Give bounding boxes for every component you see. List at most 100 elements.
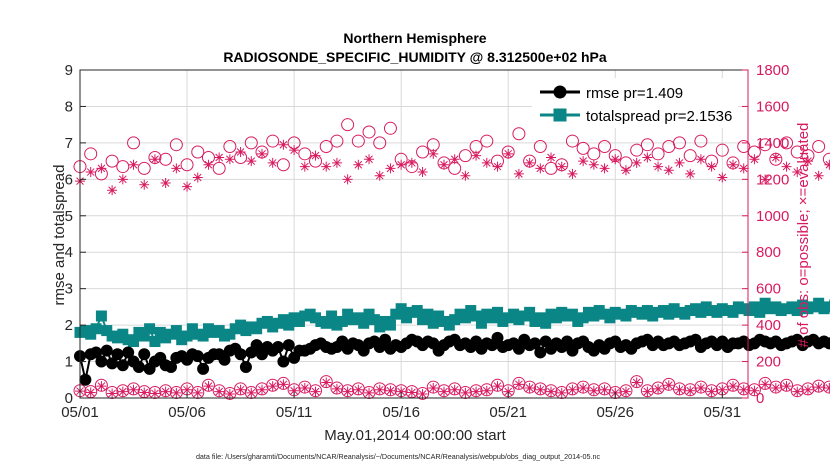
obs-evaluated-point xyxy=(653,384,663,394)
obs-evaluated-point xyxy=(535,163,545,173)
obs-evaluated-point xyxy=(546,152,556,162)
obs-possible-point xyxy=(588,148,600,160)
y2-tick-label: 200 xyxy=(756,354,781,371)
obs-evaluated-point xyxy=(396,160,406,170)
rmse-point xyxy=(80,374,91,385)
totalspread-point xyxy=(493,307,503,317)
obs-evaluated-point xyxy=(150,388,160,398)
obs-evaluated-point xyxy=(150,154,160,164)
obs-evaluated-point xyxy=(621,165,631,175)
obs-possible-point xyxy=(663,141,675,153)
y-tick-label: 7 xyxy=(65,135,73,152)
y-tick-label: 9 xyxy=(65,62,73,79)
totalspread-point xyxy=(755,307,765,317)
obs-possible-point xyxy=(577,142,589,154)
totalspread-point xyxy=(91,324,101,334)
obs-evaluated-point xyxy=(589,386,599,396)
obs-evaluated-point xyxy=(824,160,830,170)
rmse-point xyxy=(139,349,150,360)
obs-possible-point xyxy=(684,150,696,162)
obs-evaluated-point xyxy=(439,387,449,397)
obs-evaluated-point xyxy=(803,385,813,395)
obs-evaluated-point xyxy=(257,149,267,159)
y-tick-label: 8 xyxy=(65,98,73,115)
obs-evaluated-point xyxy=(525,383,535,393)
obs-evaluated-point xyxy=(707,162,717,172)
obs-evaluated-point xyxy=(161,178,171,188)
obs-evaluated-point xyxy=(139,388,149,398)
obs-evaluated-point xyxy=(332,384,342,394)
obs-possible-point xyxy=(813,141,825,153)
obs-evaluated-point xyxy=(460,388,470,398)
obs-evaluated-point xyxy=(814,382,824,392)
obs-evaluated-point xyxy=(118,174,128,184)
obs-evaluated-point xyxy=(814,171,824,181)
legend-spread-marker xyxy=(554,109,566,121)
obs-evaluated-point xyxy=(567,385,577,395)
y2-tick-label: 1400 xyxy=(756,135,789,152)
x-axis-label: May.01,2014 00:00:00 start xyxy=(324,427,506,444)
obs-evaluated-point xyxy=(707,387,717,397)
obs-possible-point xyxy=(481,135,493,147)
obs-evaluated-point xyxy=(246,156,256,166)
obs-evaluated-point xyxy=(514,379,524,389)
footnote: data file: /Users/gharamti/Documents/NCA… xyxy=(196,452,601,461)
obs-evaluated-point xyxy=(268,381,278,391)
rmse-point xyxy=(117,360,128,371)
obs-possible-point xyxy=(459,150,471,162)
obs-evaluated-point xyxy=(557,162,567,172)
obs-possible-point xyxy=(117,161,129,173)
obs-evaluated-point xyxy=(193,388,203,398)
obs-evaluated-point xyxy=(664,380,674,390)
obs-evaluated-point xyxy=(321,162,331,172)
obs-evaluated-point xyxy=(760,379,770,389)
obs-evaluated-point xyxy=(107,388,117,398)
obs-evaluated-point xyxy=(418,167,428,177)
obs-evaluated-point xyxy=(278,140,288,150)
obs-evaluated-point xyxy=(771,383,781,393)
obs-possible-point xyxy=(513,128,525,140)
obs-evaluated-point xyxy=(600,385,610,395)
obs-evaluated-point xyxy=(203,160,213,170)
chart-subtitle: RADIOSONDE_SPECIFIC_HUMIDITY @ 8.312500e… xyxy=(223,49,607,65)
y2-tick-label: 800 xyxy=(756,244,781,261)
totalspread-point xyxy=(359,318,369,328)
y-axis-label: rmse and totalspread xyxy=(51,165,68,306)
obs-evaluated-point xyxy=(129,160,139,170)
obs-evaluated-point xyxy=(129,385,139,395)
legend-spread-label: totalspread pr=2.1536 xyxy=(586,108,732,125)
obs-possible-point xyxy=(138,162,150,174)
obs-possible-point xyxy=(192,146,204,158)
obs-evaluated-point xyxy=(771,152,781,162)
obs-evaluated-point xyxy=(118,387,128,397)
y2-tick-label: 0 xyxy=(756,390,764,407)
obs-evaluated-point xyxy=(664,165,674,175)
obs-evaluated-point xyxy=(600,163,610,173)
x-tick-label: 05/31 xyxy=(704,404,742,421)
rmse-point xyxy=(133,362,144,373)
y2-tick-label: 1000 xyxy=(756,208,789,225)
obs-evaluated-point xyxy=(482,158,492,168)
obs-evaluated-point xyxy=(86,388,96,398)
obs-possible-point xyxy=(213,162,225,174)
obs-evaluated-point xyxy=(589,160,599,170)
obs-evaluated-point xyxy=(717,173,727,183)
totalspread-point xyxy=(327,311,337,321)
obs-possible-point xyxy=(224,141,236,153)
obs-evaluated-point xyxy=(139,180,149,190)
x-tick-label: 05/16 xyxy=(382,404,420,421)
obs-evaluated-point xyxy=(493,162,503,172)
obs-possible-point xyxy=(652,148,664,160)
obs-evaluated-point xyxy=(792,387,802,397)
obs-evaluated-point xyxy=(621,387,631,397)
obs-evaluated-point xyxy=(418,389,428,399)
rmse-point xyxy=(278,356,289,367)
obs-evaluated-point xyxy=(450,154,460,164)
totalspread-point xyxy=(824,302,830,312)
obs-possible-point xyxy=(85,148,97,160)
obs-evaluated-point xyxy=(364,154,374,164)
legend-rmse-marker xyxy=(554,86,566,98)
obs-evaluated-point xyxy=(246,388,256,398)
totalspread-point xyxy=(541,318,551,328)
